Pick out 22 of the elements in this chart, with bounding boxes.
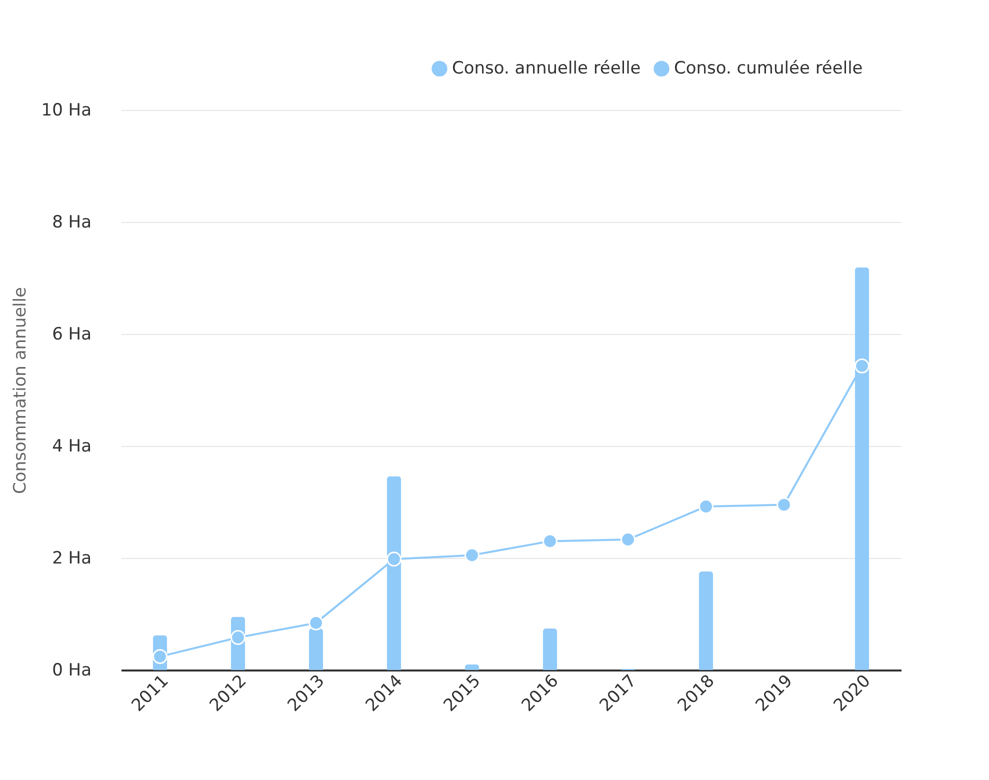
y-axis-title: Consommation annuelle [10, 287, 30, 494]
y-tick-label: 4 Ha [52, 436, 92, 456]
point [620, 532, 636, 547]
point [698, 499, 714, 514]
y-tick-label: 6 Ha [52, 324, 92, 344]
point [308, 616, 324, 630]
legend-label: Conso. annuelle réelle [452, 58, 641, 79]
bar [699, 571, 713, 670]
point [386, 552, 402, 567]
y-tick-label: 0 Ha [52, 660, 92, 680]
point [776, 497, 792, 512]
point [230, 630, 246, 645]
y-tick-label: 2 Ha [52, 548, 92, 568]
point [152, 649, 168, 664]
point [854, 358, 870, 374]
point [464, 548, 480, 563]
bar [543, 628, 557, 670]
y-tick-label: 8 Ha [52, 212, 92, 232]
point [542, 534, 558, 549]
bar [465, 664, 479, 670]
y-tick-label: 10 Ha [41, 100, 92, 120]
legend-label: Conso. cumulée réelle [674, 58, 863, 79]
